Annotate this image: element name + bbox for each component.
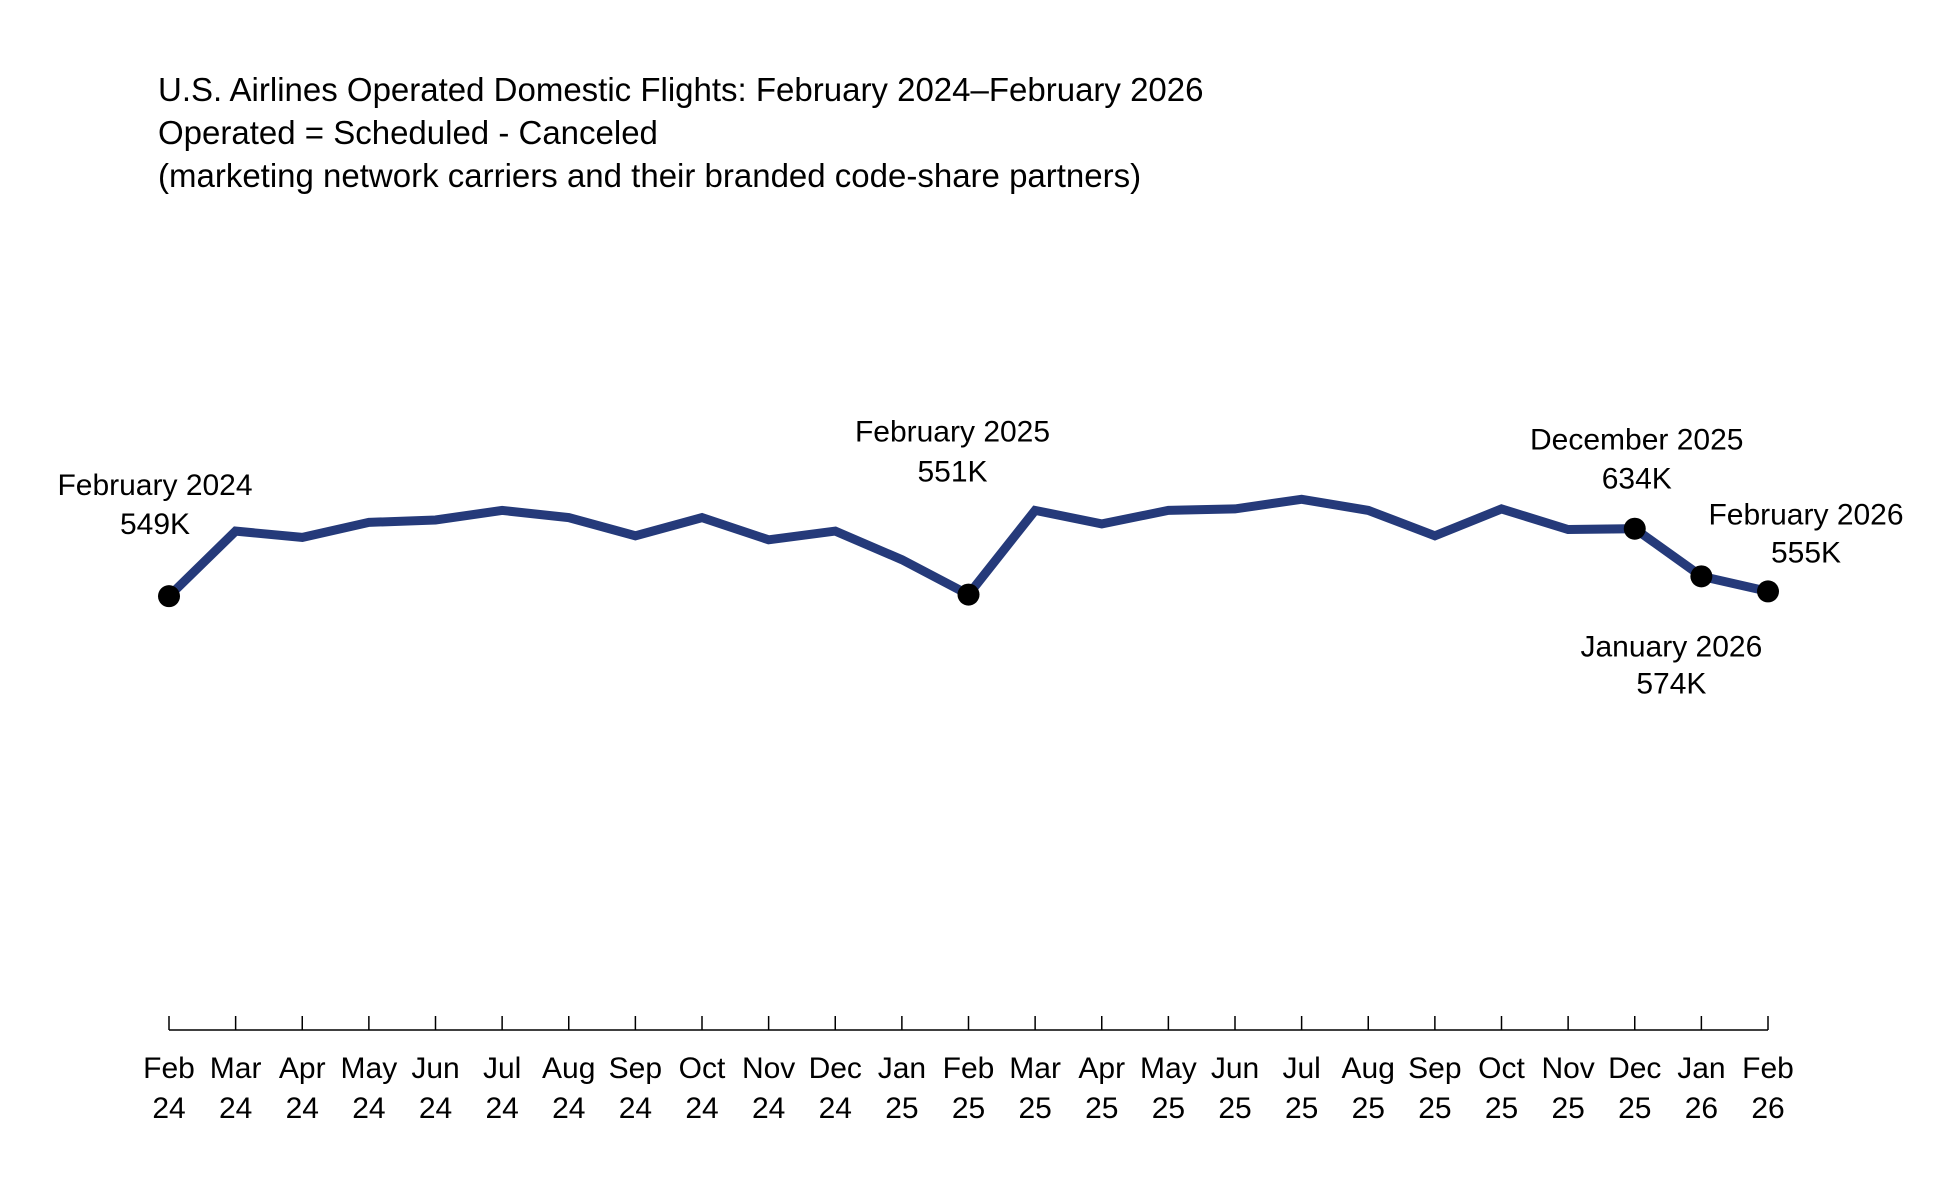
x-tick-label-year: 25 (1618, 1092, 1651, 1125)
x-tick-label-month: Jan (878, 1052, 926, 1085)
x-tick-label-month: Aug (1342, 1052, 1395, 1085)
x-tick-label-month: Jul (1282, 1052, 1320, 1085)
data-point-marker (158, 585, 180, 608)
x-tick-label-month: Dec (1608, 1052, 1661, 1085)
x-tick-label-year: 24 (419, 1092, 452, 1125)
annotation-label: February 2026 (1708, 498, 1903, 531)
chart-title-block: U.S. Airlines Operated Domestic Flights:… (158, 68, 1204, 197)
chart-subtitle-2: (marketing network carriers and their br… (158, 157, 1142, 194)
annotation-value: 551K (917, 456, 987, 489)
x-tick-label-month: Feb (1742, 1052, 1794, 1085)
annotation-value: 634K (1602, 463, 1672, 496)
x-tick-label-month: Jun (411, 1052, 459, 1085)
x-tick-label-year: 24 (819, 1092, 852, 1125)
x-tick-label-year: 25 (885, 1092, 918, 1125)
annotation-group: February 2024 549K February 2025 551K Decemb… (57, 416, 1903, 701)
series-line (165, 494, 1769, 601)
x-tick-label-month: Sep (1408, 1052, 1461, 1085)
x-tick-label-year: 24 (152, 1092, 185, 1125)
x-tick-label-year: 25 (952, 1092, 985, 1125)
x-tick-label-year: 26 (1751, 1092, 1784, 1125)
data-point-marker (1690, 565, 1713, 588)
x-tick-label-year: 25 (1551, 1092, 1584, 1125)
x-tick-label-year: 26 (1685, 1092, 1718, 1125)
annotation-value: 549K (120, 508, 190, 541)
x-tick-label-year: 25 (1485, 1092, 1518, 1125)
x-tick-label-year: 25 (1418, 1092, 1451, 1125)
x-tick-label-month: Oct (1478, 1052, 1525, 1085)
x-tick-label-month: Apr (279, 1052, 326, 1085)
annotation-value: 574K (1636, 667, 1706, 700)
x-tick-label-month: Sep (609, 1052, 662, 1085)
x-tick-label-year: 25 (1018, 1092, 1051, 1125)
x-tick-label-month: Jul (483, 1052, 521, 1085)
x-axis: Feb 24 Mar 24 Apr 24 May 24 Jun 24 Jul 24 Aug 24 Sep 24… (143, 1016, 1794, 1125)
x-tick-label-year: 24 (752, 1092, 785, 1125)
marker-group (158, 517, 1779, 608)
x-tick-label-year: 24 (552, 1092, 585, 1125)
x-tick-label-month: Nov (742, 1052, 795, 1085)
x-tick-label-month: Apr (1078, 1052, 1125, 1085)
x-tick-label-year: 24 (219, 1092, 252, 1125)
annotation-label: December 2025 (1530, 424, 1743, 457)
x-tick-label-year: 24 (352, 1092, 385, 1125)
x-tick-label-year: 25 (1152, 1092, 1185, 1125)
x-tick-label-month: Mar (1009, 1052, 1061, 1085)
x-tick-label-year: 25 (1085, 1092, 1118, 1125)
annotation-value: 555K (1771, 536, 1841, 569)
x-tick-label-month: Feb (943, 1052, 995, 1085)
x-tick-label-month: Aug (542, 1052, 595, 1085)
x-tick-label-year: 24 (485, 1092, 518, 1125)
x-tick-label-month: Mar (210, 1052, 262, 1085)
data-point-marker (1623, 517, 1646, 540)
x-tick-label-month: Jun (1211, 1052, 1259, 1085)
series-group (165, 494, 1769, 601)
annotation-label: February 2024 (57, 469, 252, 502)
chart-title: U.S. Airlines Operated Domestic Flights:… (158, 71, 1204, 108)
x-tick-label-month: Jan (1677, 1052, 1725, 1085)
data-point-marker (957, 583, 980, 606)
x-tick-label-year: 24 (286, 1092, 319, 1125)
x-tick-label-month: Dec (809, 1052, 862, 1085)
x-tick-label-month: May (341, 1052, 398, 1085)
x-tick-label-year: 25 (1218, 1092, 1251, 1125)
x-tick-label-month: Nov (1541, 1052, 1594, 1085)
annotation-label: January 2026 (1580, 630, 1762, 663)
x-tick-label-year: 25 (1352, 1092, 1385, 1125)
x-tick-label-month: Oct (679, 1052, 726, 1085)
chart-subtitle-1: Operated = Scheduled - Canceled (158, 114, 658, 151)
x-tick-label-year: 24 (685, 1092, 718, 1125)
data-point-marker (1757, 580, 1779, 603)
x-tick-label-year: 25 (1285, 1092, 1318, 1125)
annotation-label: February 2025 (855, 416, 1050, 449)
x-tick-label-year: 24 (619, 1092, 652, 1125)
x-tick-label-month: May (1140, 1052, 1197, 1085)
x-tick-label-month: Feb (143, 1052, 195, 1085)
